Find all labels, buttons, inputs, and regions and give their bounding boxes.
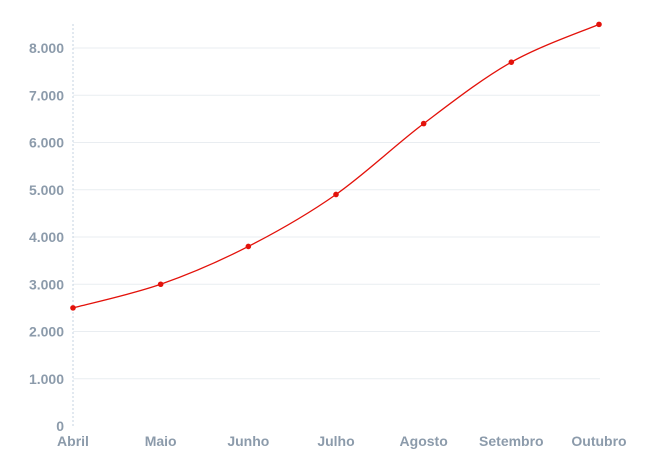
y-tick-label: 5.000 [29, 182, 64, 198]
y-tick-label: 6.000 [29, 135, 64, 151]
y-tick-label: 8.000 [29, 40, 64, 56]
data-point[interactable] [245, 243, 252, 250]
y-tick-label: 3.000 [29, 276, 64, 292]
x-tick-label: Junho [227, 433, 269, 449]
x-tick-label: Julho [317, 433, 354, 449]
x-tick-label: Outubro [571, 433, 626, 449]
y-tick-label: 1.000 [29, 371, 64, 387]
data-point[interactable] [420, 120, 427, 127]
series-line [72, 23, 600, 309]
series-group [70, 21, 602, 311]
grid-lines [73, 47, 600, 380]
y-tick-label: 7.000 [29, 87, 64, 103]
x-tick-label: Abril [57, 433, 89, 449]
y-axis-ticks: 0 1.000 2.000 3.000 4.000 5.000 6.000 7.000 8.00… [29, 40, 64, 434]
data-point[interactable] [508, 59, 515, 65]
y-tick-label: 4.000 [29, 229, 64, 245]
y-tick-label: 2.000 [29, 324, 64, 340]
x-axis-ticks: Abril Maio Junho Julho Agosto Setembro Outubro [57, 433, 627, 449]
data-point[interactable] [70, 305, 76, 311]
data-point[interactable] [596, 21, 602, 28]
x-tick-label: Maio [145, 433, 177, 449]
data-point[interactable] [157, 281, 164, 288]
y-tick-label: 0 [56, 418, 64, 434]
x-tick-label: Setembro [479, 433, 544, 449]
x-tick-label: Agosto [400, 433, 448, 449]
data-point[interactable] [333, 191, 339, 198]
